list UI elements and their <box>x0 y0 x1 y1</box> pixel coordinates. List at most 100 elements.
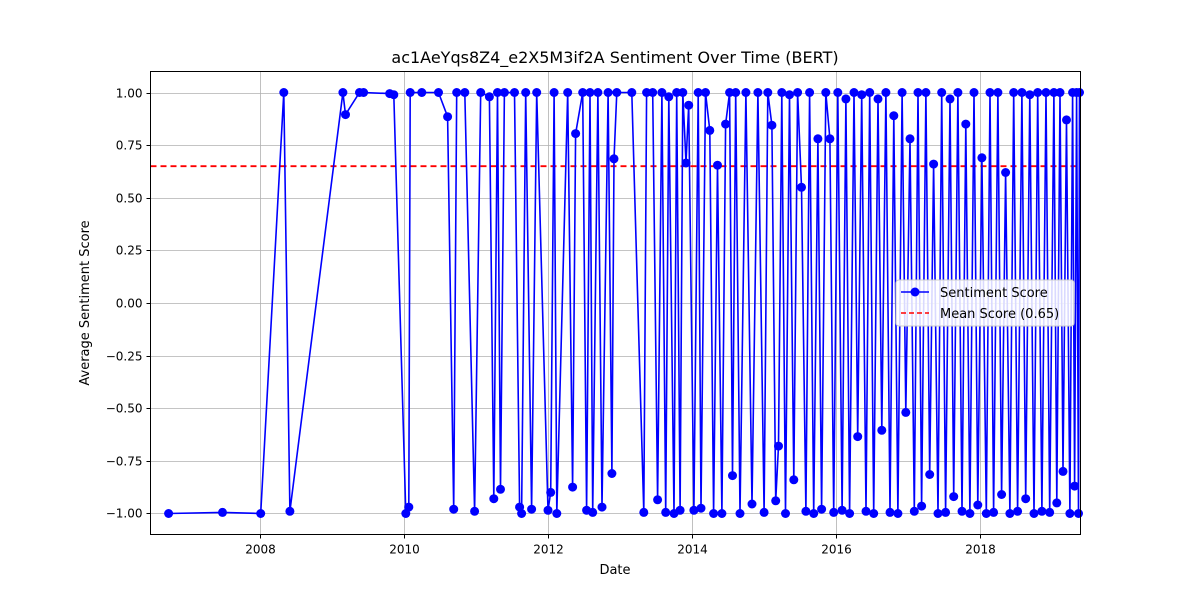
sentiment-data-point <box>496 484 505 494</box>
sentiment-data-point <box>527 504 537 514</box>
sentiment-data-point <box>404 502 414 512</box>
sentiment-data-point <box>933 509 943 518</box>
sentiment-data-point <box>701 88 710 97</box>
sentiment-data-point <box>957 506 967 516</box>
sentiment-data-point <box>759 507 769 517</box>
sentiment-data-point <box>452 88 462 97</box>
sentiment-data-point <box>945 94 955 104</box>
sentiment-data-point <box>164 509 174 518</box>
sentiment-data-point <box>607 469 617 478</box>
sentiment-data-point <box>1025 90 1035 100</box>
y-tick-label: −0.75 <box>106 455 143 469</box>
sentiment-data-point <box>1062 115 1071 125</box>
y-tick-label: 0.50 <box>116 192 143 206</box>
sentiment-data-point <box>449 504 459 514</box>
sentiment-data-point <box>593 88 603 97</box>
sentiment-data-point <box>785 90 794 100</box>
series-layer <box>164 88 1084 518</box>
sentiment-data-point <box>1001 168 1011 177</box>
x-tick-label: 2018 <box>965 543 996 557</box>
sentiment-data-point <box>689 505 699 515</box>
sentiment-data-point <box>735 509 745 518</box>
sentiment-data-point <box>517 509 527 518</box>
sentiment-data-point <box>909 506 919 516</box>
sentiment-data-point <box>833 88 843 97</box>
sentiment-data-point <box>470 506 480 516</box>
sentiment-data-point <box>929 159 939 169</box>
sentiment-data-point <box>588 507 598 517</box>
x-tick-label: 2008 <box>245 543 276 557</box>
y-tick-label: −0.50 <box>106 402 143 416</box>
sentiment-data-point <box>789 475 799 485</box>
sentiment-data-point <box>568 482 578 492</box>
sentiment-data-point <box>285 506 295 516</box>
sentiment-data-point <box>869 509 879 518</box>
sentiment-data-point <box>841 94 851 104</box>
sentiment-data-point <box>767 120 777 130</box>
sentiment-data-point <box>881 88 891 97</box>
sentiment-data-point <box>845 509 855 518</box>
sentiment-data-point <box>417 88 427 97</box>
sentiment-data-point <box>1005 509 1015 518</box>
sentiment-data-point <box>489 494 499 504</box>
sentiment-data-point <box>546 487 556 497</box>
sentiment-data-point <box>639 507 649 517</box>
sentiment-data-point <box>1052 498 1062 508</box>
sentiment-data-point <box>460 88 470 97</box>
sentiment-data-point <box>925 470 935 479</box>
sentiment-data-point <box>705 125 715 135</box>
sentiment-data-point <box>484 92 494 102</box>
sentiment-series-line <box>168 91 1081 515</box>
y-tick-label: 0.25 <box>116 244 143 258</box>
sentiment-data-point <box>1017 88 1027 97</box>
y-tick-label: 0.00 <box>116 297 143 311</box>
sentiment-data-point <box>693 88 703 97</box>
sentiment-data-point <box>793 88 803 97</box>
sentiment-data-point <box>805 88 815 97</box>
sentiment-data-point <box>627 88 637 97</box>
sentiment-data-point <box>443 112 453 122</box>
sentiment-data-point <box>937 88 947 97</box>
sentiment-data-point <box>681 158 691 168</box>
sentiment-data-point <box>476 88 486 97</box>
sentiment-data-point <box>341 110 350 120</box>
sentiment-data-point <box>563 88 573 97</box>
sentiment-data-point <box>857 90 867 100</box>
sentiment-data-point <box>1070 481 1080 491</box>
sentiment-data-point <box>897 88 907 97</box>
sentiment-data-point <box>821 88 831 97</box>
sentiment-data-point <box>653 495 663 505</box>
sentiment-data-point <box>578 88 588 97</box>
sentiment-data-point <box>405 88 415 97</box>
sentiment-data-point <box>973 500 983 510</box>
y-tick-label: 1.00 <box>116 87 143 101</box>
sentiment-data-point <box>913 88 923 97</box>
sentiment-data-point <box>1045 507 1055 517</box>
x-tick-label: 2010 <box>389 543 420 557</box>
sentiment-data-point <box>675 505 685 515</box>
y-axis-label: Average Sentiment Score <box>78 220 93 385</box>
sentiment-data-point <box>877 425 887 435</box>
y-tick-label: 0.75 <box>116 139 143 153</box>
sentiment-data-point <box>893 509 903 518</box>
chart-title: ac1AeYqs8Z4_e2X5M3if2A Sentiment Over Ti… <box>391 48 838 68</box>
y-tick-label: −0.25 <box>106 350 143 364</box>
sentiment-data-point <box>865 88 875 97</box>
sentiment-data-point <box>817 504 827 514</box>
sentiment-data-point <box>434 88 443 97</box>
sentiment-data-point <box>1075 88 1084 97</box>
sentiment-data-point <box>571 129 581 139</box>
sentiment-data-point <box>961 119 971 129</box>
sentiment-data-point <box>917 501 927 511</box>
sentiment-data-point <box>1021 494 1031 504</box>
legend-series-marker <box>910 287 920 297</box>
sentiment-data-point <box>809 509 819 518</box>
sentiment-data-point <box>1033 88 1043 97</box>
sentiment-data-point <box>552 509 562 518</box>
sentiment-data-point <box>1041 88 1051 97</box>
sentiment-data-point <box>801 506 811 516</box>
sentiment-data-point <box>771 496 781 506</box>
sentiment-data-point <box>612 88 622 97</box>
sentiment-data-point <box>510 88 519 97</box>
sentiment-data-point <box>781 509 790 518</box>
